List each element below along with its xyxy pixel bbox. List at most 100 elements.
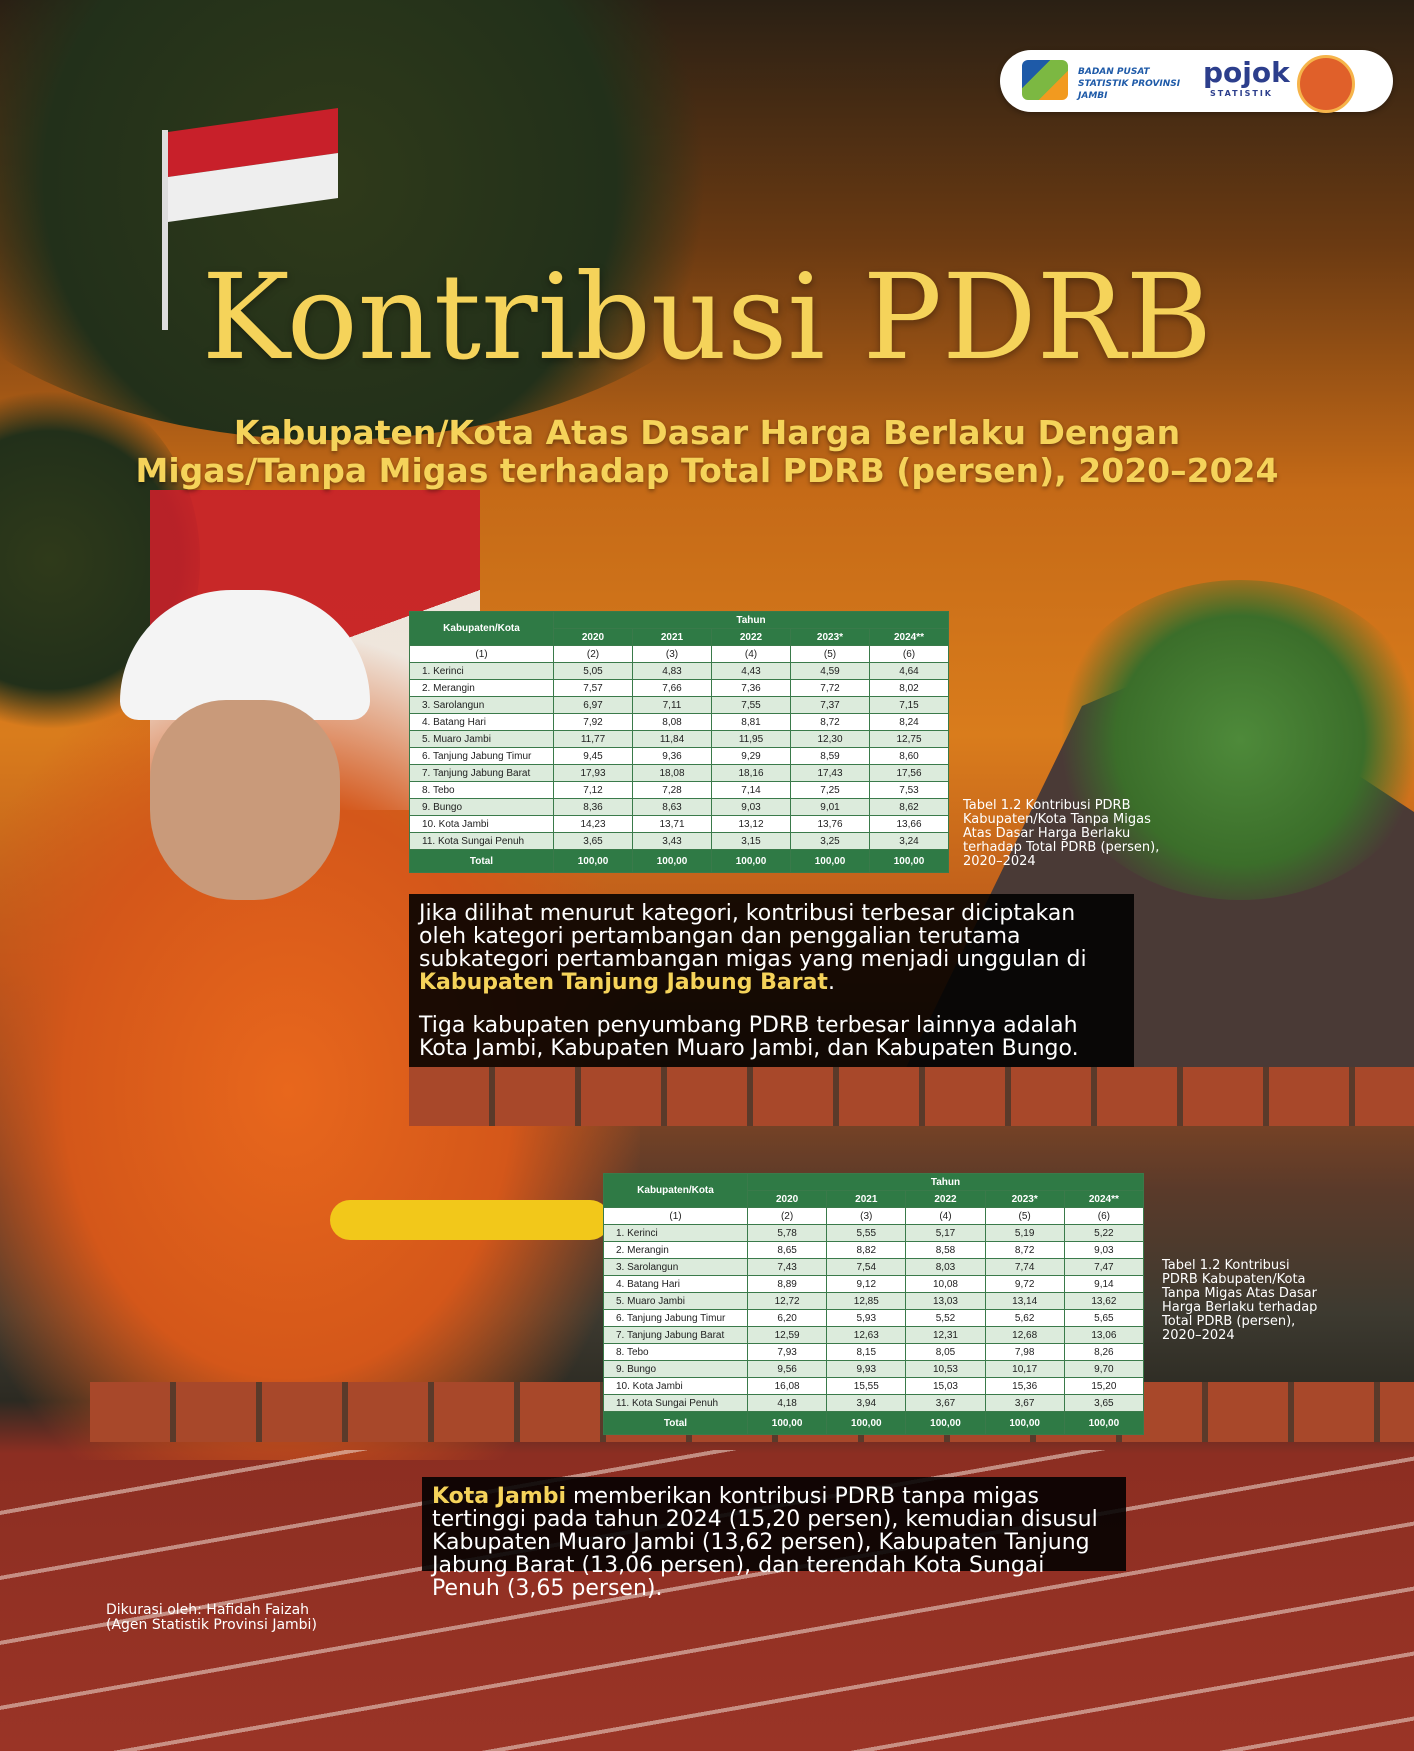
data-row: 4. Batang Hari 7,92 8,08 8,81 8,72 8,24 xyxy=(409,713,949,731)
data-row: 4. Batang Hari 8,89 9,12 10,08 9,72 9,14 xyxy=(603,1275,1145,1293)
data-row: 3. Sarolangun 6,97 7,11 7,55 7,37 7,15 xyxy=(409,696,949,714)
cell: 8. Tebo xyxy=(603,1343,748,1361)
cell: 18,08 xyxy=(632,764,712,782)
cell: 7,57 xyxy=(553,679,633,697)
cell: 10. Kota Jambi xyxy=(409,815,554,833)
cell: 8,63 xyxy=(632,798,712,816)
text: . xyxy=(827,970,835,995)
cell: Total xyxy=(603,1411,748,1435)
cell: 13,06 xyxy=(1063,1326,1145,1344)
cell: 7,28 xyxy=(632,781,712,799)
cell: 3. Sarolangun xyxy=(603,1258,748,1276)
cell: 9,12 xyxy=(826,1275,907,1293)
cell: 10,17 xyxy=(984,1360,1065,1378)
header-row: 2020 2021 2022 2023* 2024** xyxy=(410,628,949,646)
cell: 5,62 xyxy=(984,1309,1065,1327)
paragraph-box: Kota Jambi memberikan kontribusi PDRB ta… xyxy=(422,1477,1126,1600)
data-row: 2. Merangin 7,57 7,66 7,36 7,72 8,02 xyxy=(409,679,949,697)
cell: 17,56 xyxy=(869,764,949,782)
cell: 100,00 xyxy=(905,1411,986,1435)
cell: 9,70 xyxy=(1063,1360,1145,1378)
cell: (5) xyxy=(790,645,870,663)
cell: 4,43 xyxy=(711,662,791,680)
cell: 6. Tanjung Jabung Timur xyxy=(409,747,554,765)
data-row: 9. Bungo 8,36 8,63 9,03 9,01 8,62 xyxy=(409,798,949,816)
data-row: 11. Kota Sungai Penuh 4,18 3,94 3,67 3,67 3,6… xyxy=(603,1394,1145,1412)
cell: 8,58 xyxy=(905,1241,986,1259)
table-caption: Tabel 1.2 Kontribusi PDRB Kabupaten/Kota… xyxy=(963,798,1160,869)
credit-line: (Agen Statistik Provinsi Jambi) xyxy=(106,1617,317,1633)
cell: 3,15 xyxy=(711,832,791,850)
cell: 16,08 xyxy=(746,1377,828,1395)
cell: 7,93 xyxy=(746,1343,828,1361)
railing xyxy=(330,1200,610,1240)
cell: 7,15 xyxy=(869,696,949,714)
flag-pole xyxy=(162,130,168,330)
cell: 7,66 xyxy=(632,679,712,697)
cell: 8,82 xyxy=(826,1241,907,1259)
cell: 5,05 xyxy=(553,662,633,680)
cell: 7,25 xyxy=(790,781,870,799)
data-row: 8. Tebo 7,12 7,28 7,14 7,25 7,53 xyxy=(409,781,949,799)
cell: 4,59 xyxy=(790,662,870,680)
palm xyxy=(1050,580,1414,900)
cell: 7. Tanjung Jabung Barat xyxy=(409,764,554,782)
cell: 5,78 xyxy=(746,1224,828,1242)
header-cell: 2023* xyxy=(984,1190,1065,1208)
data-row: 10. Kota Jambi 16,08 15,55 15,03 15,36 15,20 xyxy=(603,1377,1145,1395)
data-row: 1. Kerinci 5,05 4,83 4,43 4,59 4,64 xyxy=(409,662,949,680)
data-row: 8. Tebo 7,93 8,15 8,05 7,98 8,26 xyxy=(603,1343,1145,1361)
data-row: 10. Kota Jambi 14,23 13,71 13,12 13,76 13,66 xyxy=(409,815,949,833)
cell: 10. Kota Jambi xyxy=(603,1377,748,1395)
cell: 2. Merangin xyxy=(409,679,554,697)
cell: 12,85 xyxy=(826,1292,907,1310)
cell: (4) xyxy=(905,1207,986,1225)
cell: 12,30 xyxy=(790,730,870,748)
cell: 8. Tebo xyxy=(409,781,554,799)
cell: 13,14 xyxy=(984,1292,1065,1310)
subtitle-line: Migas/Tanpa Migas terhadap Total PDRB (p… xyxy=(135,451,1279,490)
cell: (2) xyxy=(553,645,633,663)
header-cell: 2024** xyxy=(869,628,949,646)
cell: 12,63 xyxy=(826,1326,907,1344)
cell: 3,94 xyxy=(826,1394,907,1412)
cell: 5,93 xyxy=(826,1309,907,1327)
cell: 9. Bungo xyxy=(409,798,554,816)
paragraph: Kota Jambi memberikan kontribusi PDRB ta… xyxy=(432,1485,1116,1600)
cell: 15,55 xyxy=(826,1377,907,1395)
cell: 8,15 xyxy=(826,1343,907,1361)
cell: 12,31 xyxy=(905,1326,986,1344)
data-row: 7. Tanjung Jabung Barat 17,93 18,08 18,16 17… xyxy=(409,764,949,782)
data-row: 5. Muaro Jambi 12,72 12,85 13,03 13,14 13,62 xyxy=(603,1292,1145,1310)
cell: 7,43 xyxy=(746,1258,828,1276)
cell: 11,95 xyxy=(711,730,791,748)
cell: 9,03 xyxy=(1063,1241,1145,1259)
title: Kontribusi PDRB xyxy=(201,248,1213,386)
cell: 12,68 xyxy=(984,1326,1065,1344)
cell: 14,23 xyxy=(553,815,633,833)
cell: 5,17 xyxy=(905,1224,986,1242)
cell: 8,05 xyxy=(905,1343,986,1361)
header-cell: Tahun xyxy=(553,611,949,629)
cell: 100,00 xyxy=(984,1411,1065,1435)
header-row: Kabupaten/Kota Tahun xyxy=(409,611,949,646)
number-row: (1) (2) (3) (4) (5) (6) xyxy=(603,1207,1145,1225)
cell: 8,08 xyxy=(632,713,712,731)
data-table: Kabupaten/Kota Tahun 2020 2021 2022 2023* 2024… xyxy=(409,611,949,873)
cell: 9,14 xyxy=(1063,1275,1145,1293)
cell: (1) xyxy=(409,645,554,663)
data-row: 1. Kerinci 5,78 5,55 5,17 5,19 5,22 xyxy=(603,1224,1145,1242)
header-cell: 2023* xyxy=(790,628,870,646)
cell: 10,08 xyxy=(905,1275,986,1293)
header-row: Kabupaten/Kota Tahun xyxy=(603,1173,1144,1208)
cell: 5,19 xyxy=(984,1224,1065,1242)
cell: 100,00 xyxy=(553,849,633,873)
cell: 7,74 xyxy=(984,1258,1065,1276)
cell: 7,47 xyxy=(1063,1258,1145,1276)
cell: 15,36 xyxy=(984,1377,1065,1395)
brick-wall xyxy=(409,1067,1414,1126)
cell: 4,64 xyxy=(869,662,949,680)
header-cell: Tahun xyxy=(747,1173,1144,1191)
face xyxy=(150,700,340,900)
